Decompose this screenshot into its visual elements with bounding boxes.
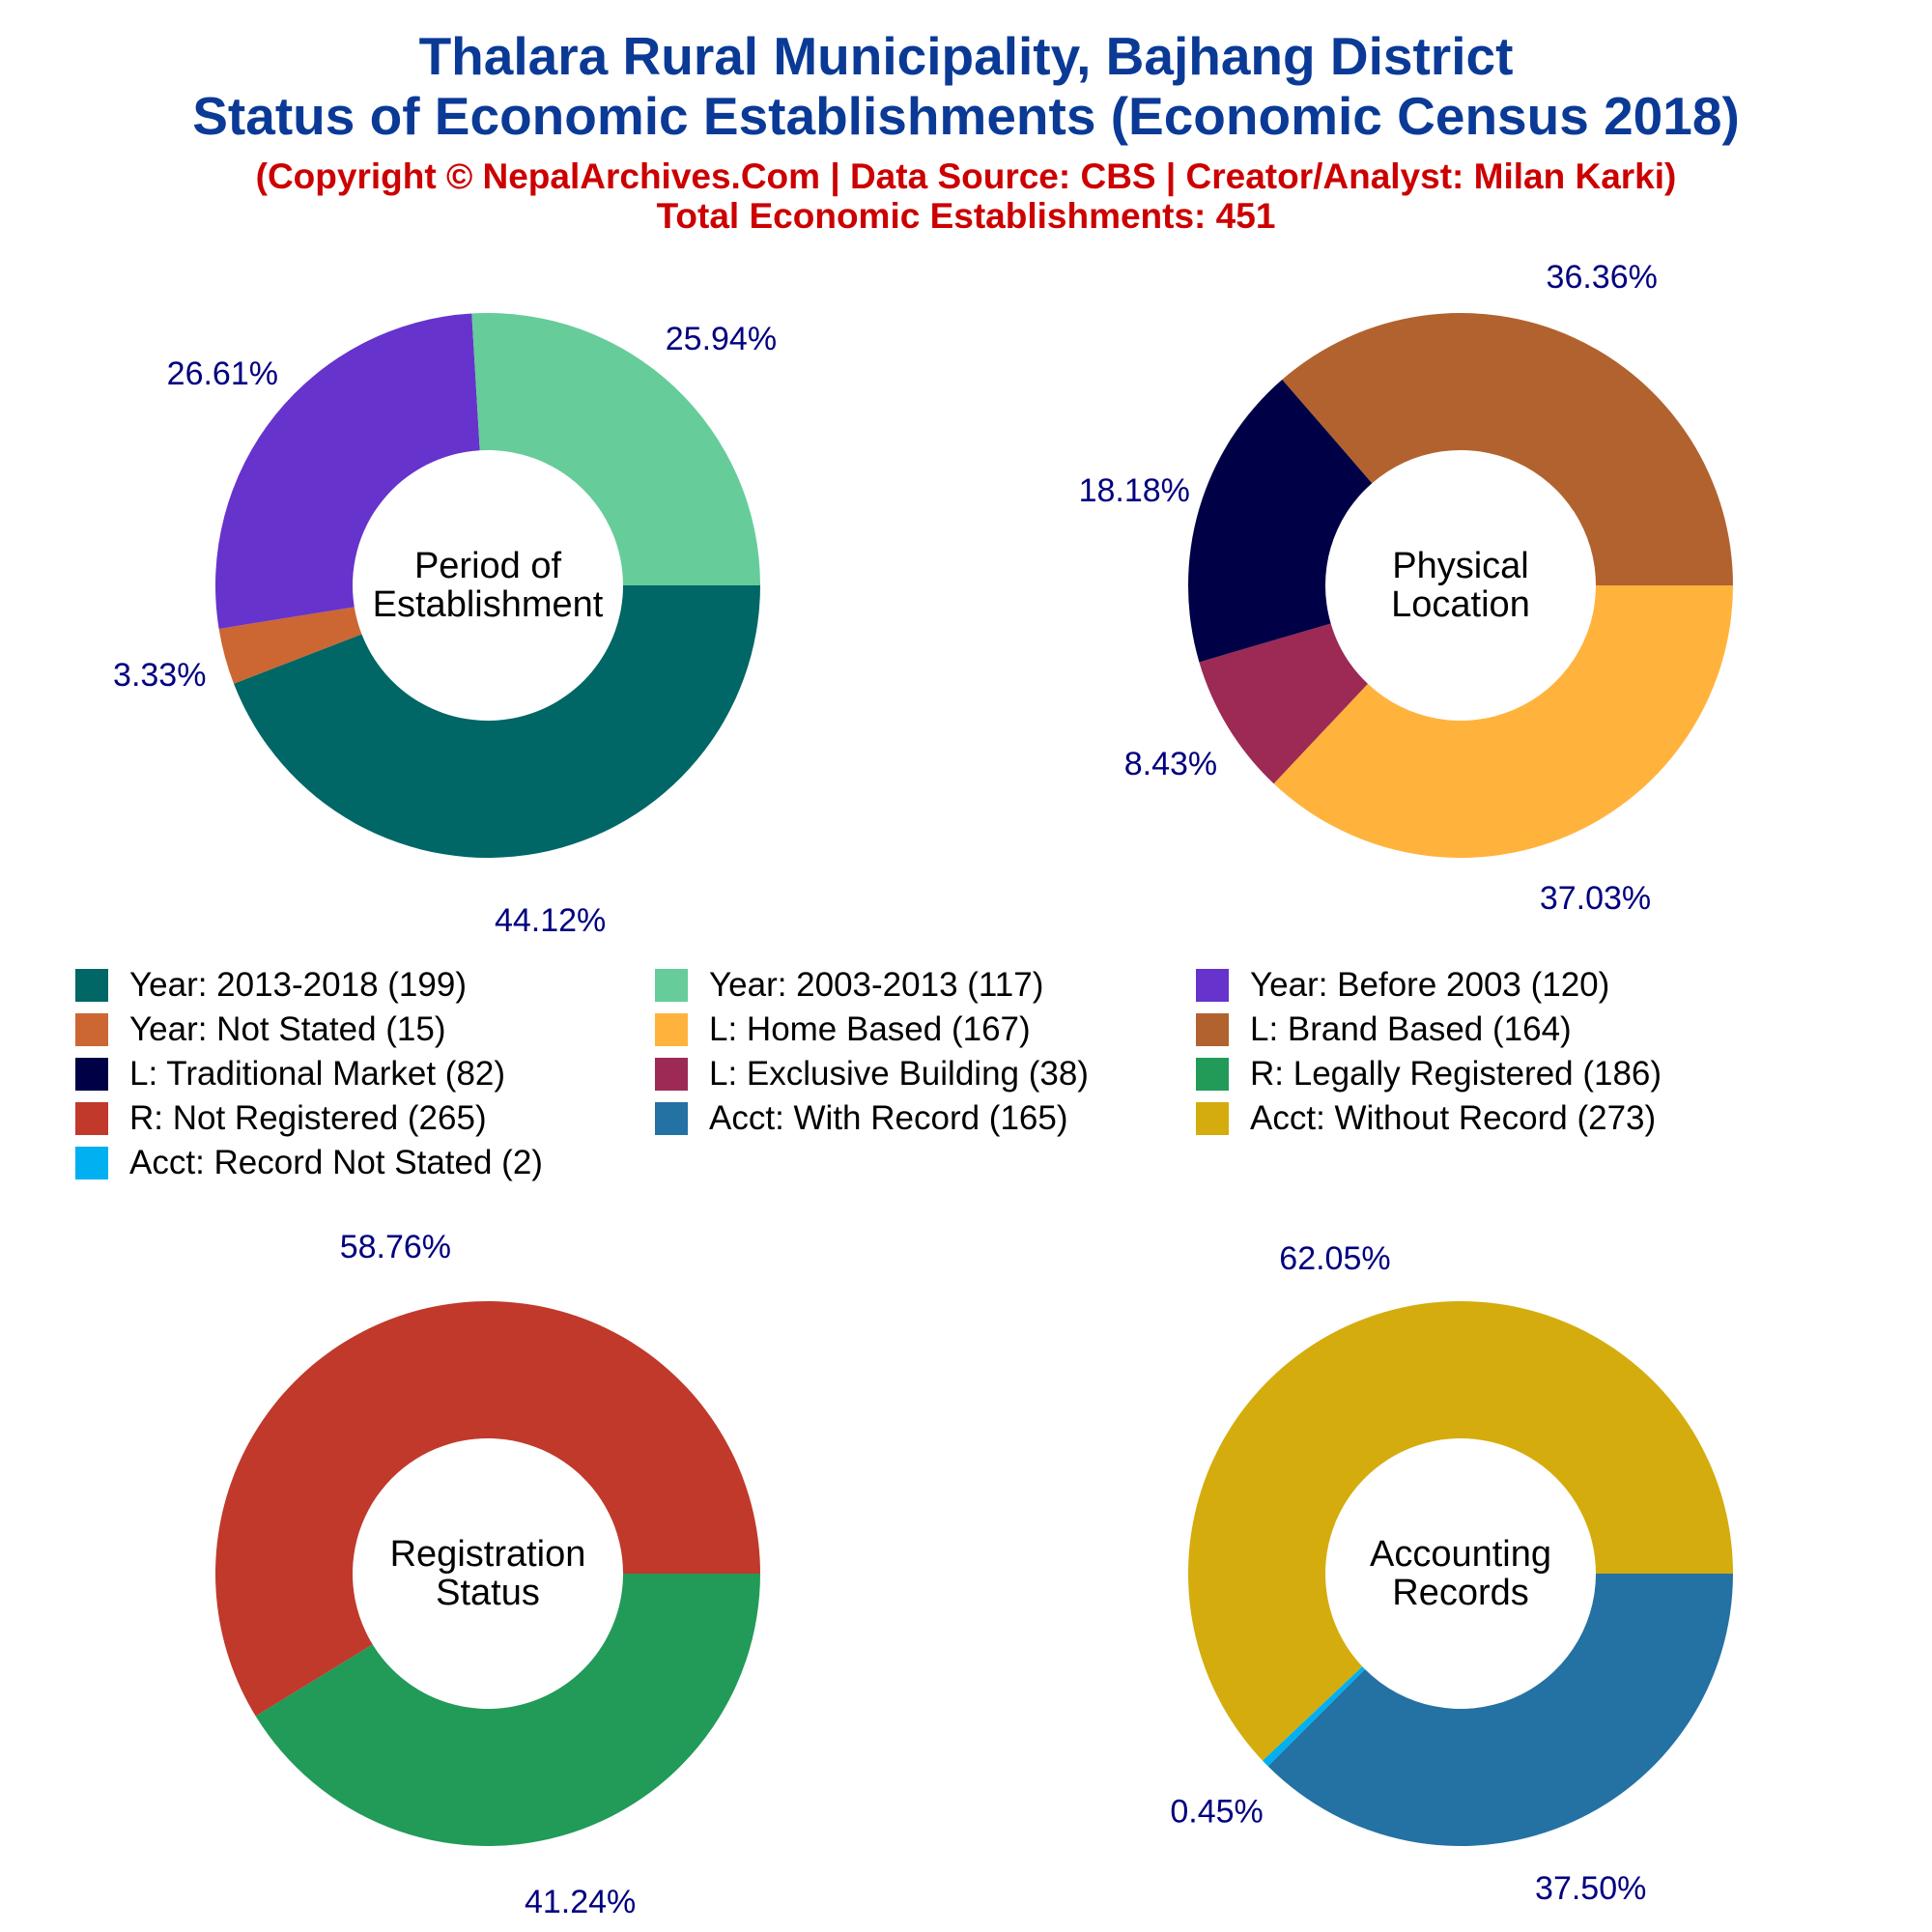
donut-center-label: Location [1391,584,1530,625]
slice-year-2003-2013 [471,313,760,585]
donut-center-label: Status [436,1573,540,1613]
pct-label-year-before-2003: 26.61% [167,355,278,392]
legend-item: L: Exclusive Building (38) [655,1053,1089,1095]
slice-l-exclusive-building [1199,623,1368,784]
legend-label: L: Brand Based (164) [1250,1010,1572,1048]
slice-l-brand-based [1282,312,1733,585]
pct-label-l-home-based: 37.03% [1540,880,1651,917]
slice-acct-without-record [1188,1300,1733,1761]
copyright-source-line: (Copyright © NepalArchives.Com | Data So… [255,156,1677,196]
legend-label: L: Exclusive Building (38) [709,1055,1089,1093]
legend-item: Year: Not Stated (15) [75,1009,446,1051]
slice-year-not-stated [218,607,362,684]
pct-label-acct-record-not-stated: 0.45% [1170,1793,1263,1830]
legend-swatch [655,969,688,1002]
pct-label-l-brand-based: 36.36% [1547,259,1658,296]
pct-label-year-2013-2018: 44.12% [495,902,606,939]
pct-label-acct-with-record: 37.50% [1535,1870,1646,1907]
legend-item: L: Brand Based (164) [1196,1009,1572,1051]
legend-swatch [1196,1102,1229,1135]
donut-center-label: Accounting [1370,1534,1551,1575]
slice-acct-record-not-stated [1262,1666,1366,1767]
legend-swatch [655,1013,688,1046]
legend-item: Year: Before 2003 (120) [1196,964,1609,1007]
legend-swatch [655,1102,688,1135]
legend-item: R: Not Registered (265) [75,1097,487,1140]
donut-center-label: Period of [414,546,562,586]
chart-title-line2: Status of Economic Establishments (Econo… [192,86,1740,146]
chart-title-line1: Thalara Rural Municipality, Bajhang Dist… [418,26,1514,86]
pct-label-l-exclusive-building: 8.43% [1124,746,1217,782]
legend-label: L: Traditional Market (82) [129,1055,506,1093]
legend-swatch [75,1147,108,1179]
legend-item: Acct: Record Not Stated (2) [75,1142,543,1184]
legend-label: Year: 2013-2018 (199) [129,966,467,1004]
pct-label-year-2003-2013: 25.94% [666,321,777,357]
legend-item: L: Traditional Market (82) [75,1053,505,1095]
slice-r-legally-registered [255,1574,761,1846]
slice-year-before-2003 [215,313,480,629]
legend-item: R: Legally Registered (186) [1196,1053,1662,1095]
slice-r-not-registered [215,1301,761,1717]
legend-label: Acct: With Record (165) [709,1099,1068,1137]
legend-label: Year: 2003-2013 (117) [709,966,1044,1004]
legend-swatch [655,1058,688,1091]
legend-swatch [75,969,108,1002]
legend-item: Year: 2013-2018 (199) [75,964,467,1007]
legend-label: R: Not Registered (265) [129,1099,487,1137]
legend-swatch [75,1013,108,1046]
legend-swatch [1196,1058,1229,1091]
donut-center-label: Registration [390,1534,586,1575]
legend-item: Acct: With Record (165) [655,1097,1068,1140]
legend-item: Year: 2003-2013 (117) [655,964,1043,1007]
slice-l-traditional-market [1188,379,1373,663]
total-establishments-line: Total Economic Establishments: 451 [656,196,1276,236]
legend-swatch [1196,969,1229,1002]
pct-label-year-not-stated: 3.33% [113,657,206,694]
donut-center-label: Physical [1392,546,1529,586]
legend-label: Acct: Without Record (273) [1250,1099,1657,1137]
legend-label: L: Home Based (167) [709,1010,1031,1048]
legend-label: Year: Not Stated (15) [129,1010,446,1048]
legend-label: R: Legally Registered (186) [1250,1055,1662,1093]
slice-acct-with-record [1267,1574,1733,1846]
legend-swatch [1196,1013,1229,1046]
legend-item: Acct: Without Record (273) [1196,1097,1656,1140]
pct-label-r-legally-registered: 41.24% [525,1884,636,1920]
slice-year-2013-2018 [234,585,761,858]
legend-item: L: Home Based (167) [655,1009,1031,1051]
legend-label: Year: Before 2003 (120) [1250,966,1610,1004]
pct-label-l-traditional-market: 18.18% [1079,472,1190,509]
donut-period-of-establishment: 44.12% 3.33% 26.61% 25.94% Period ofEstablis… [113,313,777,939]
pct-label-acct-without-record: 62.05% [1279,1240,1390,1277]
legend-swatch [75,1102,108,1135]
donut-center-label: Establishment [373,584,604,625]
legend-swatch [75,1058,108,1091]
donut-center-label: Records [1392,1573,1529,1613]
pct-label-r-not-registered: 58.76% [340,1229,451,1265]
slice-l-home-based [1273,585,1733,858]
legend-label: Acct: Record Not Stated (2) [129,1144,543,1181]
